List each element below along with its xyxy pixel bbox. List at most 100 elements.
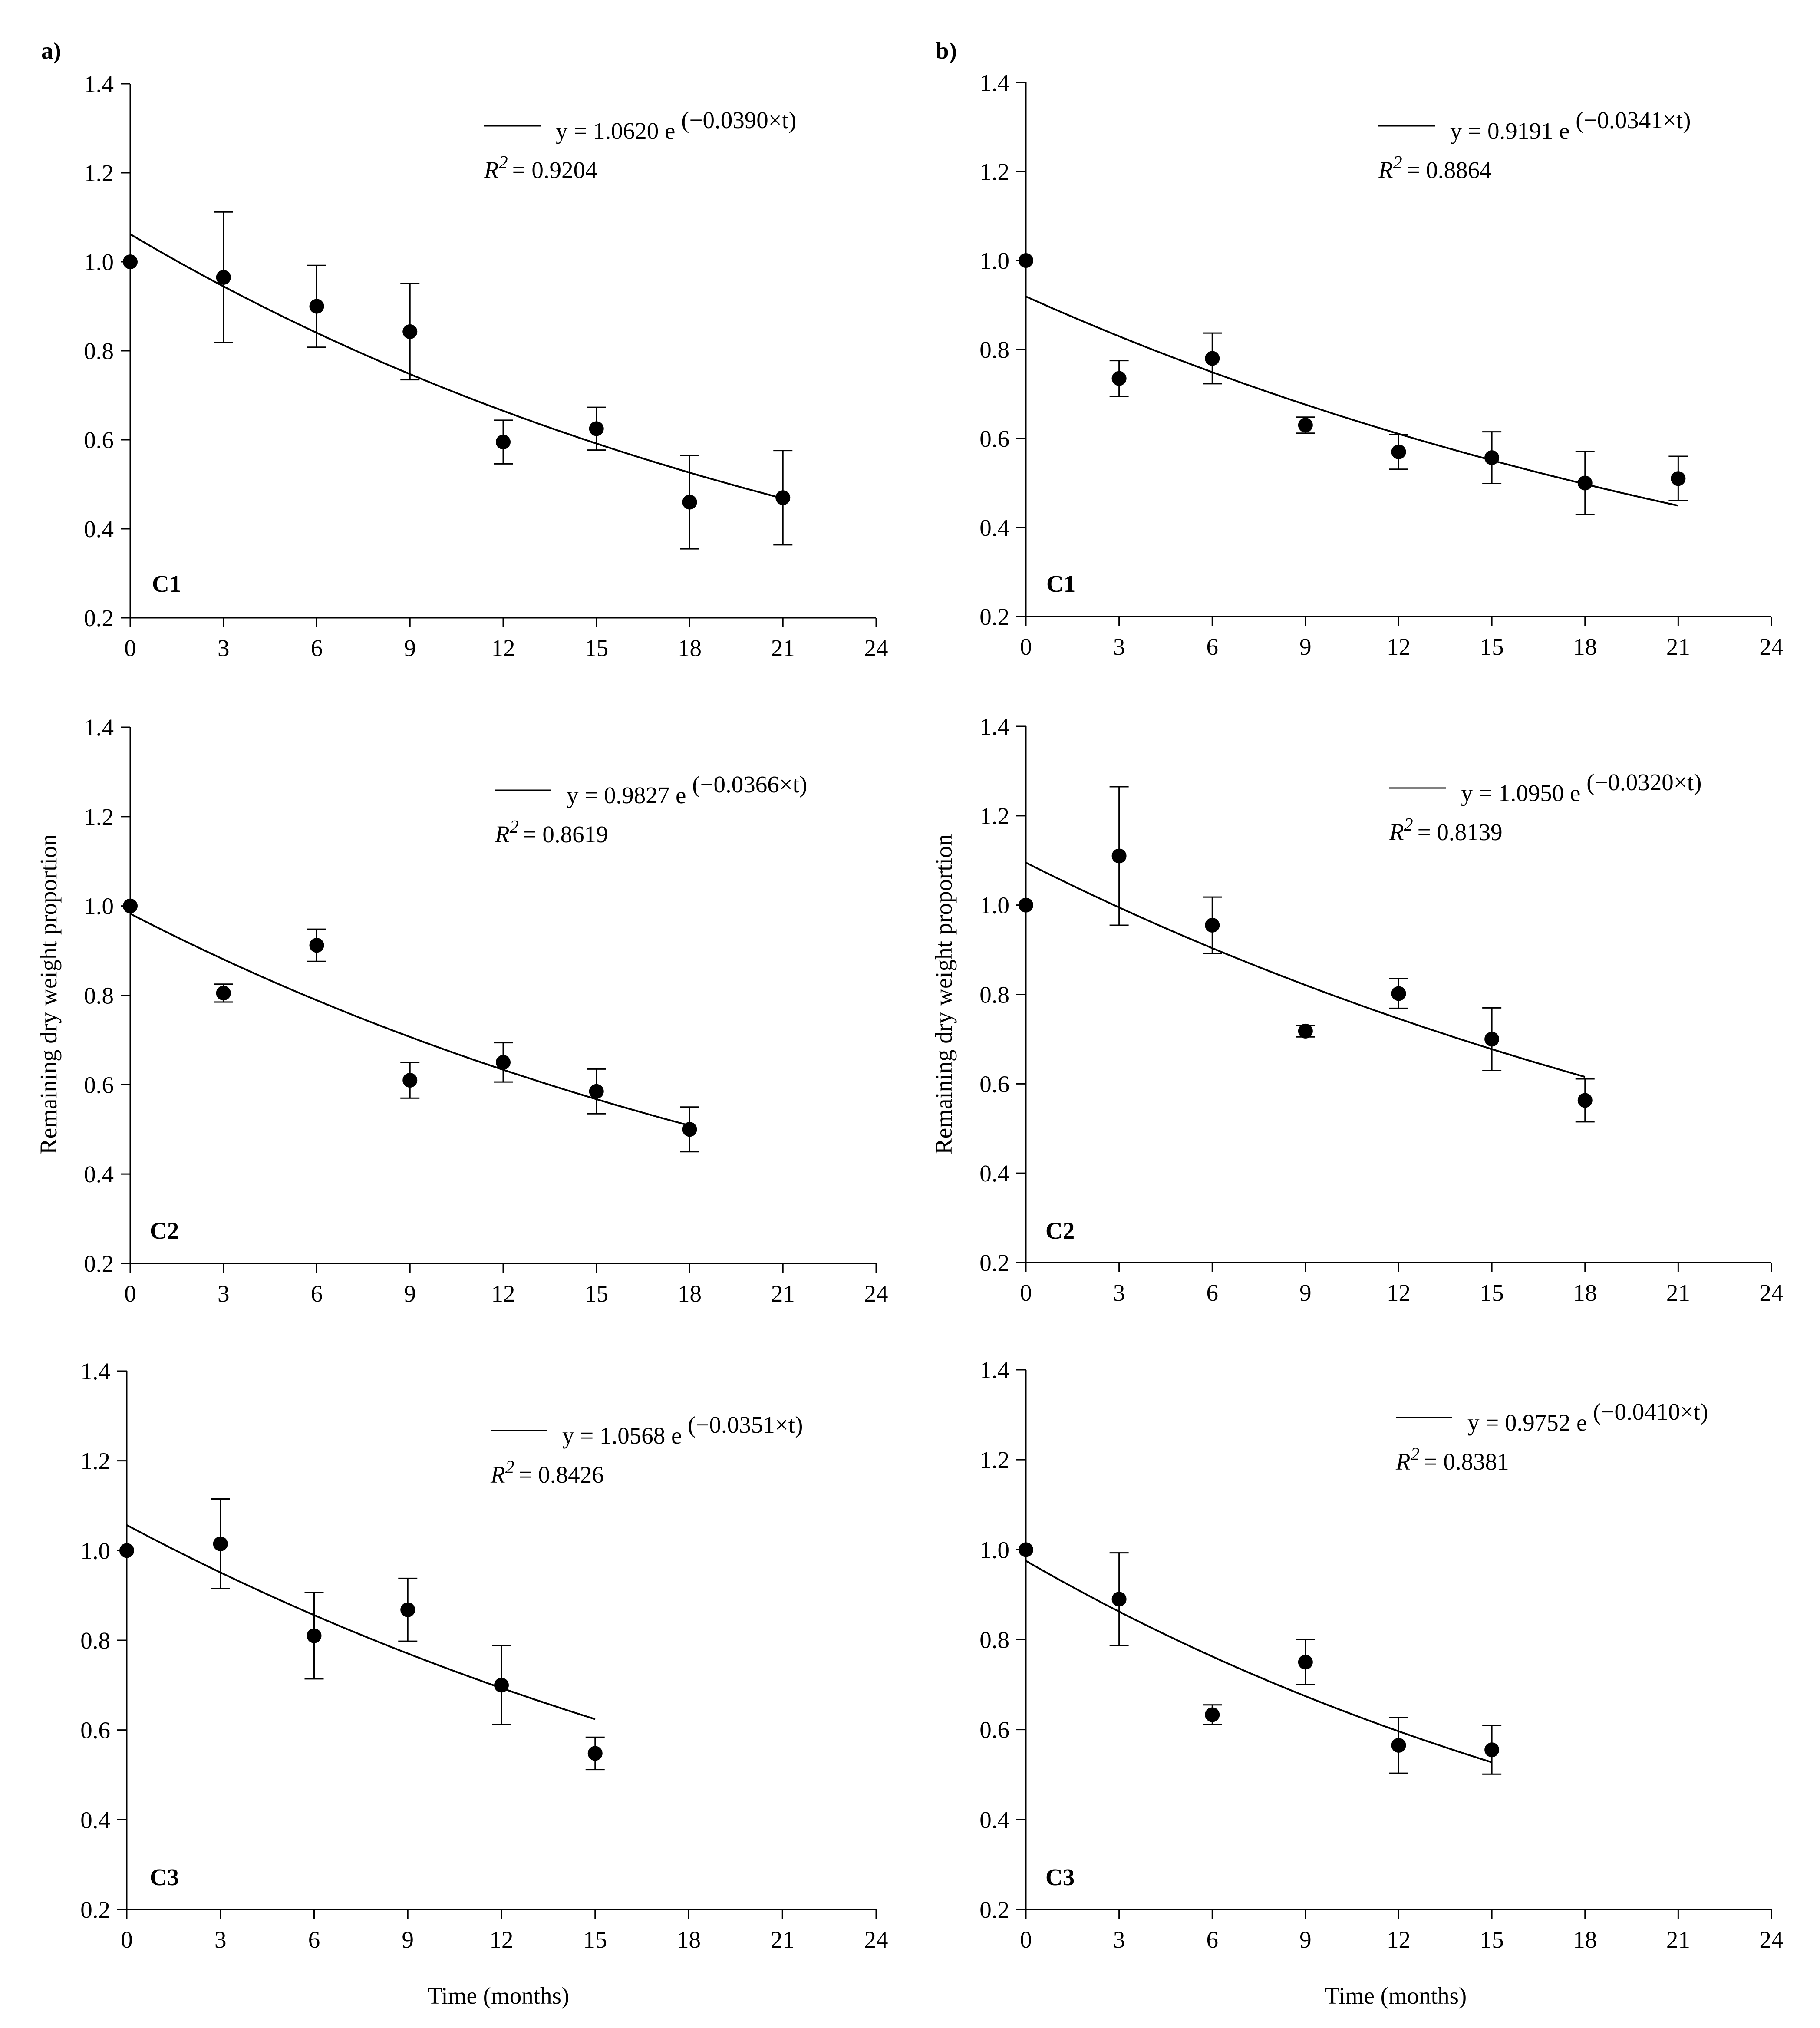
x-axis-title: Time (months) [1325,1982,1467,2009]
panel-tag: C1 [1046,570,1075,597]
panel-letter-b: b) [936,37,957,64]
r-squared: R2 = 0.8381 [1395,1444,1509,1475]
y-tick-label: 1.0 [84,249,114,275]
data-point [496,1055,511,1070]
y-tick-label: 0.8 [979,336,1009,363]
x-tick-label: 15 [1480,1926,1504,1953]
y-tick-label: 1.0 [979,247,1009,274]
r-squared-exponent: 2 [499,153,508,173]
x-tick-label: 21 [771,1280,795,1307]
x-tick-label: 24 [864,1926,888,1953]
data-point [682,1122,697,1137]
x-tick-label: 6 [1207,1926,1219,1953]
data-point [216,986,231,1001]
y-tick-label: 1.2 [979,158,1009,185]
y-tick-label: 0.2 [979,603,1009,630]
y-tick-label: 1.0 [80,1537,110,1564]
chart-grid: 0.2 0.4 0.6 0.8 1.0 1.2 1.4 0 3 6 9 12 15 18 21 24 y = 1… [35,69,1784,2009]
data-point [496,435,511,450]
data-point [494,1678,509,1693]
r-squared-exponent: 2 [510,817,519,837]
data-point [213,1536,228,1551]
r-squared: R2 = 0.9204 [484,153,597,183]
x-tick-label: 18 [1573,633,1597,660]
fit-curve [1025,296,1678,507]
panel-tag: C3 [150,1864,179,1890]
r-squared-exponent: 2 [1404,815,1413,835]
x-tick-label: 12 [1387,633,1411,660]
x-tick-label: 12 [491,1280,515,1307]
y-tick-label: 0.6 [80,1717,110,1744]
fit-equation-exponent: (−0.0320×t) [1586,769,1701,795]
x-tick-label: 6 [1207,633,1219,660]
r-squared-value: = 0.8381 [1424,1448,1509,1475]
x-tick-label: 6 [311,635,323,661]
y-tick-label: 0.6 [979,425,1009,452]
y-tick-label: 0.4 [84,1161,114,1187]
x-tick-label: 12 [1387,1926,1411,1953]
data-point [1484,450,1500,465]
x-tick-label: 9 [402,1926,414,1953]
x-tick-label: 3 [218,1280,230,1307]
y-tick-label: 1.4 [979,69,1009,96]
x-tick-label: 3 [1113,633,1125,660]
x-tick-label: 21 [1666,633,1690,660]
fit-curve [1025,862,1586,1078]
r-squared-value: = 0.8864 [1407,157,1492,183]
data-point [1019,897,1033,913]
x-tick-label: 3 [214,1926,227,1953]
y-tick-label: 0.2 [84,605,114,631]
chart-panel-c3-a: 0.2 0.4 0.6 0.8 1.0 1.2 1.4 0 3 6 9 12 15 18 21 24 y = 1… [80,1358,888,1953]
x-tick-label: 9 [1299,1279,1312,1306]
r-squared-value: = 0.8619 [523,821,608,847]
x-tick-label: 21 [771,635,795,661]
fit-equation: y = 0.9752 e (−0.0410×t) [1467,1398,1708,1436]
data-point [1484,1032,1500,1047]
x-tick-label: 12 [1387,1279,1411,1306]
x-tick-label: 21 [1666,1926,1690,1953]
y-tick-label: 1.2 [979,1447,1009,1473]
x-tick-label: 3 [1113,1926,1125,1953]
data-point [400,1602,415,1617]
data-point [589,421,604,436]
y-tick-label: 1.4 [84,714,114,741]
data-point [1391,444,1406,459]
fit-equation: y = 0.9191 e (−0.0341×t) [1450,107,1691,144]
fit-curve [1025,1560,1492,1763]
panel-tag: C2 [150,1217,179,1244]
fit-equation: y = 1.0620 e (−0.0390×t) [556,107,796,144]
r-squared-exponent: 2 [1411,1444,1420,1464]
data-point [1298,1655,1313,1670]
y-tick-label: 0.4 [979,1807,1009,1833]
y-tick-label: 0.4 [80,1807,110,1833]
y-tick-label: 1.0 [84,893,114,920]
x-tick-label: 0 [121,1926,133,1953]
y-tick-label: 0.6 [979,1071,1009,1097]
y-tick-label: 0.6 [84,427,114,453]
x-tick-label: 18 [677,1926,701,1953]
data-point [1019,253,1033,268]
chart-panel-c2-b: 0.2 0.4 0.6 0.8 1.0 1.2 1.4 0 3 6 9 12 15 18 21 24 y = 1… [979,713,1783,1306]
data-point [119,1543,134,1558]
y-tick-label: 1.2 [80,1448,110,1474]
y-tick-label: 1.2 [84,804,114,830]
data-point [402,1073,418,1088]
y-tick-label: 1.0 [979,1537,1009,1563]
data-point [1205,1707,1220,1722]
fit-equation-exponent: (−0.0341×t) [1576,107,1691,133]
data-point [216,270,231,285]
data-point [1577,1093,1592,1108]
fit-equation: y = 1.0568 e (−0.0351×t) [562,1411,803,1449]
x-tick-label: 18 [678,1280,702,1307]
x-tick-label: 21 [1666,1279,1690,1306]
y-tick-label: 0.4 [979,514,1009,541]
y-tick-label: 0.6 [979,1717,1009,1743]
y-tick-label: 0.4 [979,1160,1009,1187]
y-tick-label: 0.8 [84,983,114,1009]
fit-equation-exponent: (−0.0410×t) [1593,1398,1708,1425]
data-point [402,324,418,339]
y-tick-label: 1.4 [979,713,1009,740]
data-point [587,1746,603,1761]
